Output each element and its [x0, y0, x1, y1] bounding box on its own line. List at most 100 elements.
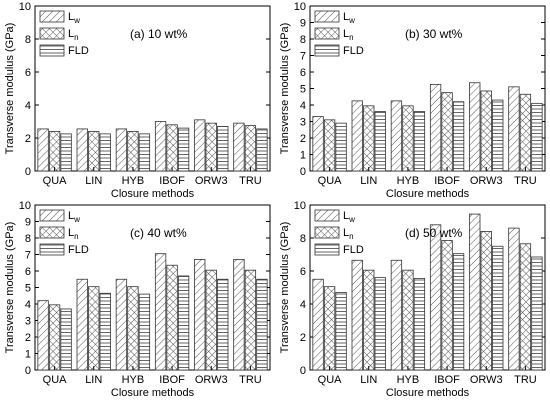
- x-tick-label: IBOF: [159, 175, 185, 187]
- legend-swatch-ln: [39, 226, 65, 239]
- y-tick-label: 10: [19, 200, 31, 212]
- bar-fld-qua: [60, 308, 72, 371]
- y-tick-label: 0: [300, 365, 306, 377]
- bar-fld-tru: [256, 278, 268, 371]
- x-axis-label: Closure methods: [111, 188, 195, 200]
- panel-annotation: (c) 40 wt%: [130, 226, 187, 240]
- legend-swatch-fld: [39, 44, 65, 57]
- bar-fld-lin: [374, 277, 386, 371]
- y-axis-label: Transverse modulus (GPa): [4, 222, 16, 354]
- legend-label-lw: Lw: [343, 11, 355, 25]
- legend-swatch-ln: [39, 27, 65, 40]
- y-tick-label: 2: [300, 332, 306, 344]
- x-axis-label: Closure methods: [111, 387, 195, 399]
- bar-lw-qua: [37, 128, 49, 172]
- bar-ln-hyb: [402, 269, 414, 371]
- y-tick-label: 9: [300, 18, 306, 30]
- y-tick-label: 8: [300, 233, 306, 245]
- x-tick-label: ORW3: [470, 175, 503, 187]
- x-axis-label: Closure methods: [386, 387, 470, 399]
- panel-annotation: (d) 50 wt%: [405, 226, 463, 240]
- legend-label-fld: FLD: [343, 244, 364, 256]
- bar-lw-lin: [351, 259, 363, 371]
- plot-frame: [34, 5, 271, 172]
- legend-label-fld: FLD: [68, 244, 89, 256]
- bar-lw-qua: [312, 278, 324, 371]
- bar-lw-tru: [233, 122, 245, 172]
- bar-lw-hyb: [115, 278, 128, 371]
- x-tick-label: TRU: [239, 374, 262, 386]
- bar-lw-hyb: [390, 100, 403, 172]
- y-tick-label: 3: [25, 316, 31, 328]
- x-tick-label: QUA: [318, 175, 343, 187]
- bar-lw-lin: [76, 128, 88, 172]
- bar-lw-ibof: [429, 224, 442, 371]
- y-tick-label: 4: [25, 100, 31, 112]
- y-axis-label: Transverse modulus (GPa): [279, 23, 291, 155]
- bar-ln-lin: [88, 286, 100, 371]
- y-tick-label: 10: [294, 1, 306, 13]
- panel-annotation: (b) 30 wt%: [405, 27, 463, 41]
- y-tick-label: 10: [19, 1, 31, 13]
- bar-ln-hyb: [402, 105, 414, 172]
- bar-lw-ibof: [154, 253, 167, 371]
- bar-lw-qua: [37, 300, 49, 371]
- y-tick-label: 0: [25, 166, 31, 178]
- legend-swatch-fld: [314, 44, 340, 57]
- legend-swatch-lw: [314, 209, 340, 222]
- bar-ln-qua: [48, 130, 61, 172]
- x-tick-label: QUA: [43, 175, 68, 187]
- bar-fld-orw3: [492, 99, 504, 172]
- bar-ln-tru: [519, 243, 532, 371]
- bar-fld-ibof: [452, 101, 465, 172]
- bar-lw-tru: [233, 259, 245, 371]
- bar-lw-orw3: [194, 259, 206, 371]
- legend-label-ln: Ln: [68, 227, 79, 241]
- bar-lw-ibof: [429, 83, 442, 172]
- bar-fld-orw3: [217, 278, 229, 371]
- bar-fld-tru: [531, 256, 543, 371]
- bar-fld-qua: [335, 292, 347, 371]
- legend-swatch-fld: [314, 243, 340, 256]
- x-tick-label: QUA: [43, 374, 68, 386]
- bar-fld-hyb: [413, 111, 426, 172]
- bar-fld-ibof: [177, 127, 190, 172]
- bar-ln-ibof: [166, 124, 178, 172]
- legend-swatch-lw: [314, 10, 340, 23]
- y-tick-label: 10: [294, 200, 306, 212]
- legend-label-fld: FLD: [68, 45, 89, 57]
- bar-ln-orw3: [480, 90, 492, 172]
- bar-fld-orw3: [492, 245, 504, 371]
- y-tick-label: 4: [25, 299, 31, 311]
- bar-lw-tru: [508, 86, 520, 172]
- legend-swatch-lw: [39, 209, 65, 222]
- bar-ln-hyb: [127, 130, 139, 172]
- y-tick-label: 5: [300, 84, 306, 96]
- bar-lw-ibof: [154, 121, 167, 172]
- x-tick-label: QUA: [318, 374, 343, 386]
- y-tick-label: 6: [300, 266, 306, 278]
- bar-ln-orw3: [205, 269, 217, 371]
- bar-fld-tru: [531, 102, 543, 172]
- bar-ln-ibof: [441, 92, 453, 172]
- bar-ln-qua: [323, 119, 336, 172]
- x-tick-label: LIN: [360, 175, 377, 187]
- bar-fld-lin: [99, 133, 111, 172]
- bar-lw-orw3: [469, 82, 481, 172]
- y-tick-label: 1: [300, 150, 306, 162]
- x-tick-label: IBOF: [434, 175, 460, 187]
- chart-panel-2: 0 1 2 3 4 5 6 7 8 9 10 QUA LIN HYB IBOF ORW3 TRU Closure …: [279, 1, 546, 200]
- bar-lw-tru: [508, 227, 520, 371]
- legend-swatch-ln: [314, 27, 340, 40]
- x-tick-label: ORW3: [195, 374, 228, 386]
- x-axis-label: Closure methods: [386, 188, 470, 200]
- legend-label-lw: Lw: [343, 210, 355, 224]
- x-tick-label: TRU: [514, 175, 537, 187]
- y-tick-label: 5: [25, 283, 31, 295]
- bar-fld-hyb: [138, 293, 151, 371]
- x-tick-label: LIN: [85, 374, 102, 386]
- x-tick-label: HYB: [122, 374, 145, 386]
- bar-fld-tru: [256, 128, 268, 172]
